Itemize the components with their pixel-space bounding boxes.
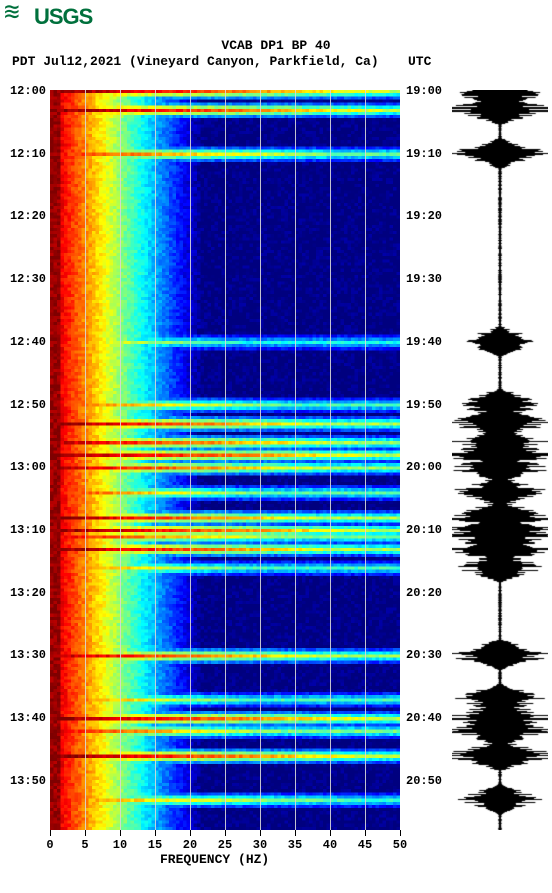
time-label-right: 19:40 bbox=[406, 335, 446, 349]
x-tick bbox=[120, 830, 121, 836]
time-label-right: 20:30 bbox=[406, 648, 446, 662]
time-label-left: 13:40 bbox=[6, 711, 46, 725]
x-tick bbox=[85, 830, 86, 836]
time-label-right: 19:10 bbox=[406, 147, 446, 161]
time-label-left: 12:50 bbox=[6, 398, 46, 412]
page-root: USGS VCAB DP1 BP 40 PDT Jul12,2021 (Vine… bbox=[0, 0, 552, 893]
grid-line bbox=[330, 90, 331, 830]
grid-line bbox=[85, 90, 86, 830]
x-tick-label: 0 bbox=[46, 838, 53, 852]
grid-line bbox=[225, 90, 226, 830]
grid-line bbox=[120, 90, 121, 830]
time-label-left: 12:10 bbox=[6, 147, 46, 161]
time-label-right: 19:00 bbox=[406, 84, 446, 98]
x-tick-label: 10 bbox=[113, 838, 127, 852]
time-label-left: 13:30 bbox=[6, 648, 46, 662]
logo-wave-icon bbox=[4, 6, 34, 28]
x-tick bbox=[50, 830, 51, 836]
grid-line bbox=[190, 90, 191, 830]
grid-line bbox=[295, 90, 296, 830]
logo-text: USGS bbox=[34, 4, 92, 30]
plot-subtitle: PDT Jul12,2021 (Vineyard Canyon, Parkfie… bbox=[12, 54, 379, 69]
x-tick bbox=[330, 830, 331, 836]
waveform-panel bbox=[452, 90, 548, 830]
time-label-right: 19:30 bbox=[406, 272, 446, 286]
x-tick-label: 40 bbox=[323, 838, 337, 852]
x-tick-label: 35 bbox=[288, 838, 302, 852]
waveform-canvas bbox=[452, 90, 548, 830]
time-label-left: 13:10 bbox=[6, 523, 46, 537]
grid-line bbox=[155, 90, 156, 830]
x-tick bbox=[260, 830, 261, 836]
time-label-left: 12:20 bbox=[6, 209, 46, 223]
x-tick-label: 25 bbox=[218, 838, 232, 852]
spectrogram-panel bbox=[50, 90, 400, 830]
time-label-right: 20:00 bbox=[406, 460, 446, 474]
time-label-right: 19:50 bbox=[406, 398, 446, 412]
time-label-left: 12:00 bbox=[6, 84, 46, 98]
x-tick-label: 5 bbox=[81, 838, 88, 852]
x-tick bbox=[190, 830, 191, 836]
usgs-logo: USGS bbox=[4, 4, 92, 30]
x-tick bbox=[400, 830, 401, 836]
grid-line bbox=[365, 90, 366, 830]
x-tick bbox=[225, 830, 226, 836]
time-label-left: 12:30 bbox=[6, 272, 46, 286]
x-tick-label: 50 bbox=[393, 838, 407, 852]
x-tick-label: 30 bbox=[253, 838, 267, 852]
x-axis-title: FREQUENCY (HZ) bbox=[160, 852, 269, 867]
time-label-right: 19:20 bbox=[406, 209, 446, 223]
time-label-right: 20:20 bbox=[406, 586, 446, 600]
plot-title: VCAB DP1 BP 40 bbox=[0, 38, 552, 53]
grid-line bbox=[260, 90, 261, 830]
time-label-left: 13:20 bbox=[6, 586, 46, 600]
x-tick bbox=[155, 830, 156, 836]
x-tick-label: 45 bbox=[358, 838, 372, 852]
time-label-right: 20:50 bbox=[406, 774, 446, 788]
x-tick-label: 20 bbox=[183, 838, 197, 852]
x-tick bbox=[365, 830, 366, 836]
x-tick-label: 15 bbox=[148, 838, 162, 852]
time-label-left: 13:50 bbox=[6, 774, 46, 788]
x-tick bbox=[295, 830, 296, 836]
utc-label: UTC bbox=[408, 54, 431, 69]
time-label-left: 12:40 bbox=[6, 335, 46, 349]
time-label-right: 20:10 bbox=[406, 523, 446, 537]
time-label-right: 20:40 bbox=[406, 711, 446, 725]
time-label-left: 13:00 bbox=[6, 460, 46, 474]
